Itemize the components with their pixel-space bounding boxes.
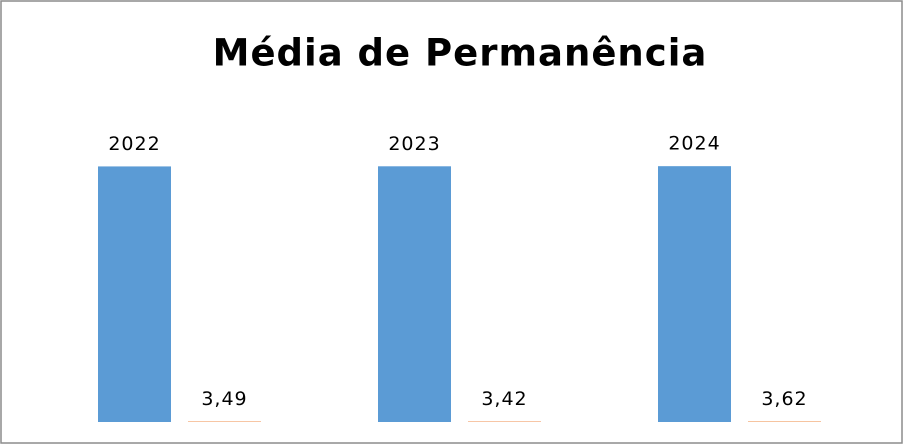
bar (378, 166, 451, 422)
chart-title: Média de Permanência (213, 32, 708, 75)
data-label: 2024 (668, 133, 720, 155)
data-label: 3,49 (201, 388, 247, 410)
data-label: 3,42 (481, 388, 527, 410)
data-label: 3,62 (761, 388, 807, 410)
data-label: 2022 (108, 133, 160, 155)
bar (98, 166, 171, 422)
data-label: 2023 (388, 133, 440, 155)
bar (658, 166, 731, 422)
